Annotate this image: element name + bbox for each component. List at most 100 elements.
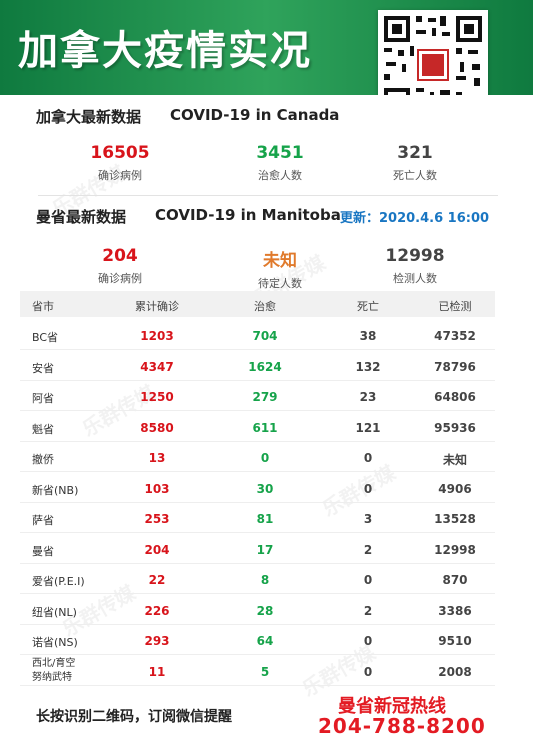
cell-confirmed: 11 — [148, 664, 166, 679]
cell-recovered: 30 — [256, 481, 274, 496]
stat-value: 12998 — [385, 246, 445, 266]
cell-confirmed: 1250 — [140, 390, 174, 404]
col-header-confirmed: 累计确诊 — [135, 300, 179, 313]
table-row: BC省 1203 704 38 47352 — [20, 320, 495, 350]
col-header-province: 省市 — [32, 300, 54, 313]
canada-recovered-stat: 3451 治愈人数 — [220, 143, 340, 183]
cell-deaths: 2 — [363, 542, 373, 557]
cell-province: 新省(NB) — [32, 483, 79, 497]
cell-deaths: 132 — [355, 359, 381, 374]
cell-tested: 2008 — [438, 664, 472, 679]
cell-tested: 3386 — [438, 603, 472, 618]
cell-recovered: 28 — [256, 603, 274, 618]
cell-tested: 4906 — [438, 481, 472, 496]
cell-confirmed: 204 — [144, 542, 170, 557]
manitoba-tested-stat: 12998 检测人数 — [355, 246, 475, 286]
stat-label: 确诊病例 — [98, 169, 142, 182]
stat-label: 死亡人数 — [393, 169, 437, 182]
hotline-number[interactable]: 204-788-8200 — [318, 714, 486, 738]
cell-province: 萨省 — [32, 514, 54, 527]
cell-tested: 13528 — [434, 512, 476, 526]
table-row: 纽省(NL) 226 28 2 3386 — [20, 595, 495, 625]
col-header-recovered: 治愈 — [254, 300, 276, 313]
cell-confirmed: 293 — [144, 634, 170, 648]
cell-recovered: 0 — [260, 451, 270, 465]
cell-province: 魁省 — [32, 422, 54, 436]
cell-recovered: 64 — [256, 634, 274, 648]
cell-deaths: 38 — [359, 329, 377, 343]
cell-recovered: 81 — [256, 512, 274, 526]
cell-tested: 9510 — [438, 634, 472, 648]
cell-recovered: 611 — [252, 420, 278, 435]
table-row: 魁省 8580 611 121 95936 — [20, 412, 495, 442]
manitoba-title-cn: 曼省最新数据 — [36, 208, 127, 226]
table-row: 撤侨 13 0 0 未知 — [20, 442, 495, 472]
cell-deaths: 0 — [363, 634, 373, 648]
canada-deaths-stat: 321 死亡人数 — [355, 143, 475, 183]
stat-value: 3451 — [256, 143, 304, 163]
cell-tested: 95936 — [434, 420, 476, 435]
cell-province: 诺省(NS) — [32, 636, 78, 649]
stat-label: 检测人数 — [393, 272, 437, 285]
cell-province: 爱省(P.E.I) — [32, 575, 85, 588]
canada-title-en: COVID-19 in Canada — [170, 106, 340, 124]
cell-deaths: 0 — [363, 664, 373, 679]
cell-confirmed: 4347 — [140, 359, 174, 374]
page-title: 加拿大疫情实况 — [18, 28, 312, 74]
cell-confirmed: 8580 — [140, 420, 174, 435]
cell-province: 西北/育空 努纳武特 — [32, 657, 76, 683]
cell-confirmed: 253 — [144, 512, 170, 526]
stat-value: 204 — [102, 246, 138, 266]
stat-label: 治愈人数 — [258, 169, 302, 182]
cell-province: 撤侨 — [32, 453, 54, 466]
table-row: 阿省 1250 279 23 64806 — [20, 381, 495, 411]
table-header: 省市 累计确诊 治愈 死亡 已检测 — [20, 291, 495, 317]
cell-recovered: 1624 — [248, 359, 282, 374]
table-row: 西北/育空 努纳武特 11 5 0 2008 — [20, 656, 495, 686]
cell-confirmed: 22 — [148, 573, 166, 587]
manitoba-title-en: COVID-19 in Manitoba — [155, 206, 341, 224]
col-header-deaths: 死亡 — [357, 300, 379, 313]
cell-deaths: 3 — [363, 512, 373, 526]
stat-value: 16505 — [90, 143, 150, 163]
manitoba-confirmed-stat: 204 确诊病例 — [60, 246, 180, 286]
cell-tested: 870 — [442, 573, 468, 587]
cell-tested: 64806 — [434, 390, 476, 404]
table-row: 曼省 204 17 2 12998 — [20, 534, 495, 564]
col-header-tested: 已检测 — [438, 300, 472, 313]
cell-province: 安省 — [32, 361, 54, 375]
cell-recovered: 704 — [252, 329, 278, 343]
table-row: 萨省 253 81 3 13528 — [20, 503, 495, 533]
table-row: 新省(NB) 103 30 0 4906 — [20, 473, 495, 503]
cell-deaths: 2 — [363, 603, 373, 618]
footer-note: 长按识别二维码，订阅微信提醒 — [36, 709, 232, 725]
cell-tested: 未知 — [442, 453, 467, 467]
cell-province: 阿省 — [32, 392, 54, 405]
cell-confirmed: 13 — [148, 451, 166, 465]
section-divider — [38, 195, 498, 196]
cell-tested: 78796 — [434, 359, 476, 374]
canada-confirmed-stat: 16505 确诊病例 — [60, 143, 180, 183]
cell-recovered: 5 — [260, 664, 270, 679]
cell-province: 曼省 — [32, 544, 54, 558]
updated-timestamp: 更新：2020.4.6 16:00 — [340, 211, 490, 226]
stat-value: 321 — [397, 143, 433, 163]
cell-recovered: 279 — [252, 390, 278, 404]
cell-deaths: 0 — [363, 451, 373, 465]
cell-province: 纽省(NL) — [32, 605, 77, 619]
cell-tested: 12998 — [434, 542, 476, 557]
cell-recovered: 17 — [256, 542, 274, 557]
cell-confirmed: 1203 — [140, 329, 174, 343]
stat-label: 待定人数 — [258, 277, 302, 290]
table-row: 爱省(P.E.I) 22 8 0 870 — [20, 564, 495, 594]
cell-province: BC省 — [32, 331, 59, 344]
cell-deaths: 0 — [363, 573, 373, 587]
content-card: 乐群传媒 乐群传媒 乐群传媒 乐群传媒 乐群传媒 乐群传媒 — [18, 95, 515, 735]
hotline-title: 曼省新冠热线 — [338, 696, 446, 717]
stat-label: 确诊病例 — [98, 272, 142, 285]
table-row: 诺省(NS) 293 64 0 9510 — [20, 625, 495, 655]
cell-recovered: 8 — [260, 573, 270, 587]
cell-deaths: 0 — [363, 481, 373, 496]
manitoba-pending-stat: 未知 待定人数 — [220, 246, 340, 291]
cell-confirmed: 226 — [144, 603, 170, 618]
